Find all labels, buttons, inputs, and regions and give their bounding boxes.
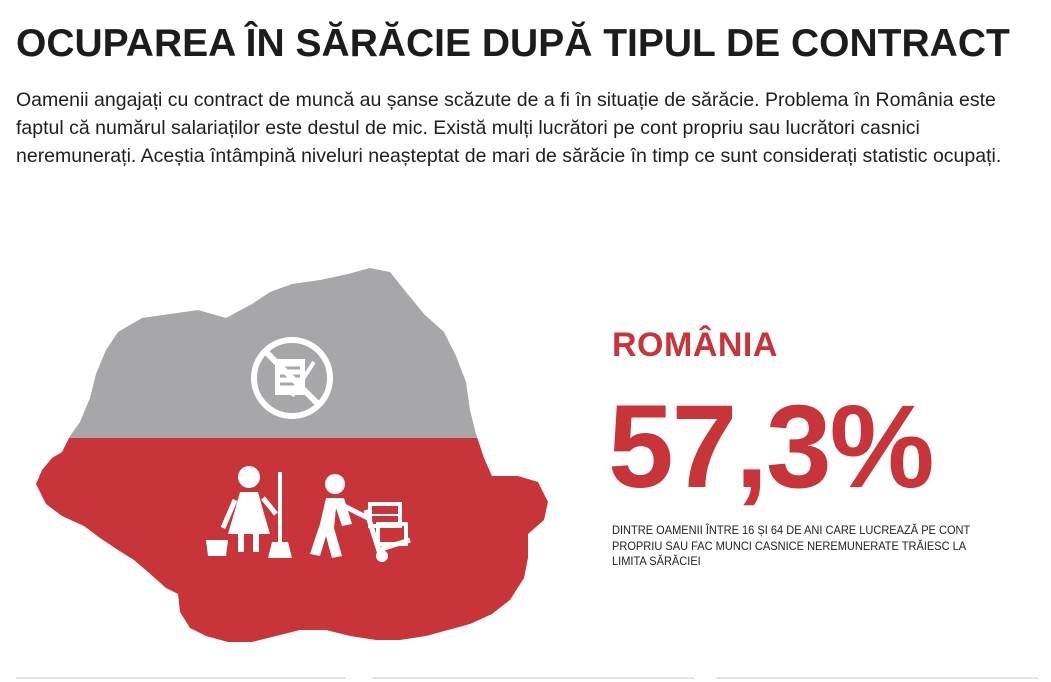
delivery-worker-icon	[310, 474, 411, 562]
bottom-divider	[372, 677, 694, 679]
page-title: OCUPAREA ÎN SĂRĂCIE DUPĂ TIPUL DE CONTRA…	[16, 22, 1010, 65]
bottom-divider	[716, 677, 1038, 679]
intro-paragraph: Oamenii angajați cu contract de muncă au…	[16, 89, 1002, 167]
cleaning-woman-icon	[206, 466, 292, 558]
bottom-divider	[16, 677, 346, 679]
country-label: ROMÂNIA	[612, 326, 778, 364]
no-contract-icon	[251, 337, 333, 419]
poverty-percentage: 57,3%	[608, 381, 935, 513]
percentage-caption: DINTRE OAMENII ÎNTRE 16 ȘI 64 DE ANI CAR…	[612, 523, 971, 568]
romania-map	[30, 258, 590, 658]
